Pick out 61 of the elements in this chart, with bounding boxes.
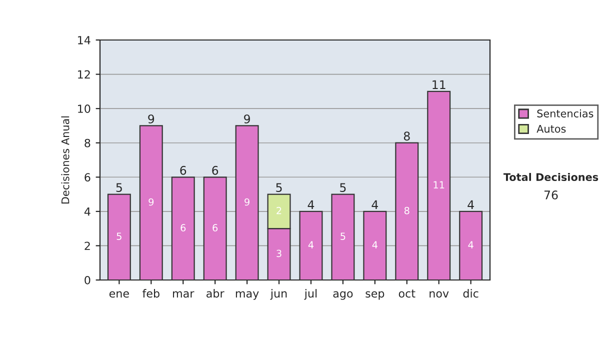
bar bbox=[139, 125, 163, 280]
y-tick-label: 12 bbox=[78, 70, 90, 79]
y-tick-label: 6 bbox=[84, 173, 90, 182]
data-label: 3 bbox=[276, 250, 282, 258]
total-label: 9 bbox=[244, 114, 250, 124]
data-label: 11 bbox=[434, 181, 444, 188]
bar bbox=[427, 90, 451, 280]
total-label: 6 bbox=[180, 166, 186, 175]
total-label: 9 bbox=[148, 114, 154, 124]
data-label: 2 bbox=[276, 206, 282, 214]
data-label: 4 bbox=[468, 241, 474, 248]
y-tick-label: 10 bbox=[78, 104, 90, 113]
x-tick-label: nov bbox=[430, 291, 449, 298]
x-tick-label: abr bbox=[206, 289, 224, 298]
y-tick-label: 8 bbox=[84, 138, 90, 148]
total-label: 5 bbox=[276, 183, 282, 192]
data-label: 8 bbox=[404, 206, 410, 214]
bar bbox=[235, 125, 259, 280]
bar bbox=[299, 210, 323, 280]
text: Total Decisiones bbox=[503, 172, 598, 182]
y-tick-label: 4 bbox=[84, 208, 90, 216]
x-tick-label: sep bbox=[366, 291, 384, 300]
total-label: 4 bbox=[468, 200, 474, 209]
total-label: 5 bbox=[340, 183, 346, 192]
x-tick-label: jul bbox=[304, 289, 317, 300]
x-tick-label: jun bbox=[270, 289, 287, 300]
x-tick-label: dic bbox=[463, 289, 478, 298]
y-axis-title: Decisiones Anual bbox=[61, 116, 70, 204]
total-label: 4 bbox=[372, 200, 378, 209]
bar bbox=[459, 210, 483, 280]
bar bbox=[395, 142, 419, 280]
legend-label: Sentencias bbox=[537, 109, 594, 118]
bar bbox=[363, 210, 387, 280]
data-label: 6 bbox=[212, 224, 218, 232]
data-label: 4 bbox=[372, 241, 378, 248]
x-tick-label: ene bbox=[109, 291, 129, 298]
total-label: 6 bbox=[212, 166, 218, 175]
bar bbox=[107, 194, 131, 280]
bar bbox=[203, 176, 227, 280]
bar bbox=[171, 176, 195, 280]
x-tick-label: feb bbox=[142, 289, 160, 298]
y-tick-label: 2 bbox=[84, 242, 90, 250]
total-label: 11 bbox=[432, 80, 446, 89]
total-label: 5 bbox=[116, 183, 122, 192]
x-tick-label: oct bbox=[398, 290, 416, 298]
x-tick-label: ago bbox=[333, 291, 353, 300]
x-tick-label: may bbox=[236, 291, 259, 300]
data-label: 6 bbox=[180, 224, 186, 232]
text: 76 bbox=[544, 190, 558, 200]
data-label: 9 bbox=[148, 198, 154, 206]
data-label: 5 bbox=[340, 232, 346, 240]
data-label: 9 bbox=[244, 198, 250, 206]
y-tick-label: 14 bbox=[78, 36, 90, 44]
total-label: 4 bbox=[308, 200, 314, 209]
y-tick-label: 0 bbox=[84, 276, 90, 284]
x-tick-label: mar bbox=[173, 291, 194, 298]
legend-label: Autos bbox=[536, 124, 566, 133]
bar bbox=[331, 194, 355, 280]
total-label: 8 bbox=[404, 132, 410, 141]
data-label: 5 bbox=[116, 232, 122, 240]
data-label: 4 bbox=[308, 241, 314, 248]
